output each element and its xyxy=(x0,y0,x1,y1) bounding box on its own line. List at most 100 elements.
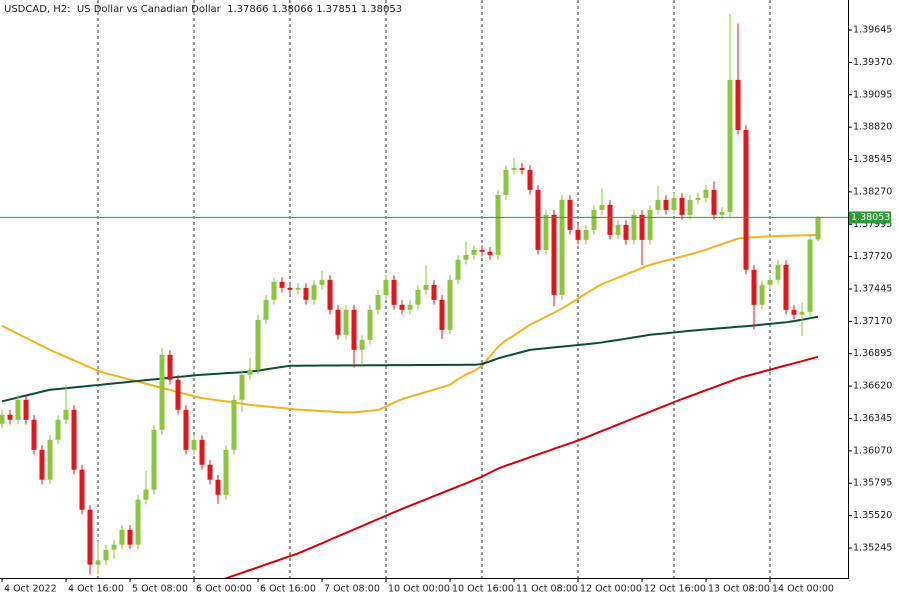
candle-body xyxy=(407,304,413,310)
y-tick-label: 1.38545 xyxy=(853,154,892,165)
y-tick-label: 1.37170 xyxy=(853,316,892,327)
last-price-label: 1.38053 xyxy=(851,212,890,223)
candle-body xyxy=(663,199,669,210)
candle-body xyxy=(191,439,197,450)
candle-body xyxy=(39,449,45,480)
candle-body xyxy=(167,354,173,380)
candle-body xyxy=(463,254,469,260)
candle-body xyxy=(703,189,709,198)
candle-body xyxy=(471,249,477,255)
x-tick-label: 7 Oct 08:00 xyxy=(324,584,380,595)
candle-body xyxy=(263,299,269,320)
candle-body xyxy=(455,259,461,280)
y-tick-label: 1.38270 xyxy=(853,186,892,197)
y-tick-label: 1.36620 xyxy=(853,381,892,392)
candle-body xyxy=(575,229,581,240)
candle-body xyxy=(327,279,333,310)
candle-body xyxy=(303,287,309,300)
y-tick-label: 1.36070 xyxy=(853,445,892,456)
candle-body xyxy=(55,419,61,440)
candle-body xyxy=(63,409,69,420)
candle-body xyxy=(503,169,509,195)
candle-body xyxy=(31,419,37,450)
candle-body xyxy=(639,214,645,240)
candle-body xyxy=(767,279,773,285)
candle-body xyxy=(439,299,445,330)
candle-body xyxy=(359,339,365,350)
x-tick-label: 11 Oct 08:00 xyxy=(516,584,578,595)
candle-body xyxy=(751,269,757,305)
candle-body xyxy=(479,249,485,252)
candle-body xyxy=(231,399,237,450)
candle-body xyxy=(151,429,157,490)
candle-body xyxy=(127,529,133,545)
candle-body xyxy=(159,354,165,430)
x-tick-label: 4 Oct 2022 xyxy=(4,584,57,595)
candle-body xyxy=(519,167,525,170)
candle-body xyxy=(271,281,277,300)
candle-body xyxy=(567,199,573,230)
x-tick-label: 13 Oct 08:00 xyxy=(708,584,770,595)
candle-body xyxy=(791,309,797,315)
candle-body xyxy=(87,509,93,565)
candle-body xyxy=(655,199,661,210)
last-price-box xyxy=(848,211,891,224)
candle-body xyxy=(727,79,733,212)
plot-area xyxy=(0,14,848,578)
candle-body xyxy=(7,414,13,420)
moving-average-line xyxy=(1,315,819,403)
y-tick-label: 1.35795 xyxy=(853,478,892,489)
x-tick-label: 12 Oct 16:00 xyxy=(644,584,706,595)
candle-body xyxy=(799,311,805,315)
candle-body xyxy=(103,549,109,561)
candle-body xyxy=(615,224,621,235)
y-tick-label: 1.35520 xyxy=(853,510,892,521)
x-tick-label: 6 Oct 00:00 xyxy=(196,584,252,595)
candle-body xyxy=(607,204,613,235)
candle-body xyxy=(447,279,453,330)
y-tick-label: 1.37995 xyxy=(853,219,892,230)
candle-body xyxy=(367,309,373,340)
chart-title: USDCAD, H2: US Dollar vs Canadian Dollar… xyxy=(4,4,402,15)
candle-body xyxy=(759,284,765,305)
candle-body xyxy=(591,209,597,230)
candle-body xyxy=(743,129,749,270)
candle-body xyxy=(183,409,189,450)
candle-body xyxy=(487,251,493,255)
candle-body xyxy=(143,489,149,500)
candle-body xyxy=(199,439,205,465)
x-tick-label: 6 Oct 16:00 xyxy=(260,584,316,595)
candle-body xyxy=(239,374,245,400)
moving-average-line xyxy=(223,355,819,578)
candle-body xyxy=(47,439,53,480)
candle-body xyxy=(399,304,405,310)
x-tick-label: 10 Oct 16:00 xyxy=(452,584,514,595)
candle-body xyxy=(527,169,533,190)
candle-body xyxy=(583,229,589,240)
candle-body xyxy=(815,217,821,240)
candle-body xyxy=(807,239,813,312)
candle-body xyxy=(775,264,781,280)
candle-body xyxy=(623,224,629,240)
candle-body xyxy=(223,449,229,495)
candle-body xyxy=(215,479,221,495)
y-tick-label: 1.37720 xyxy=(853,251,892,262)
y-tick-label: 1.39095 xyxy=(853,89,892,100)
candle-body xyxy=(111,544,117,550)
candle-body xyxy=(415,289,421,305)
x-tick-label: 14 Oct 00:00 xyxy=(772,584,834,595)
y-tick-label: 1.36895 xyxy=(853,348,892,359)
candle-body xyxy=(247,369,253,375)
candle-body xyxy=(311,284,317,300)
candle-body xyxy=(279,281,285,288)
x-tick-label: 5 Oct 08:00 xyxy=(132,584,188,595)
y-tick-label: 1.35245 xyxy=(853,542,892,553)
candle-body xyxy=(295,287,301,290)
candle-body xyxy=(319,279,325,285)
candle-body xyxy=(783,264,789,310)
candle-body xyxy=(335,309,341,335)
candle-body xyxy=(431,284,437,300)
candle-body xyxy=(207,464,213,480)
candle-body xyxy=(351,309,357,350)
candle-body xyxy=(135,499,141,545)
